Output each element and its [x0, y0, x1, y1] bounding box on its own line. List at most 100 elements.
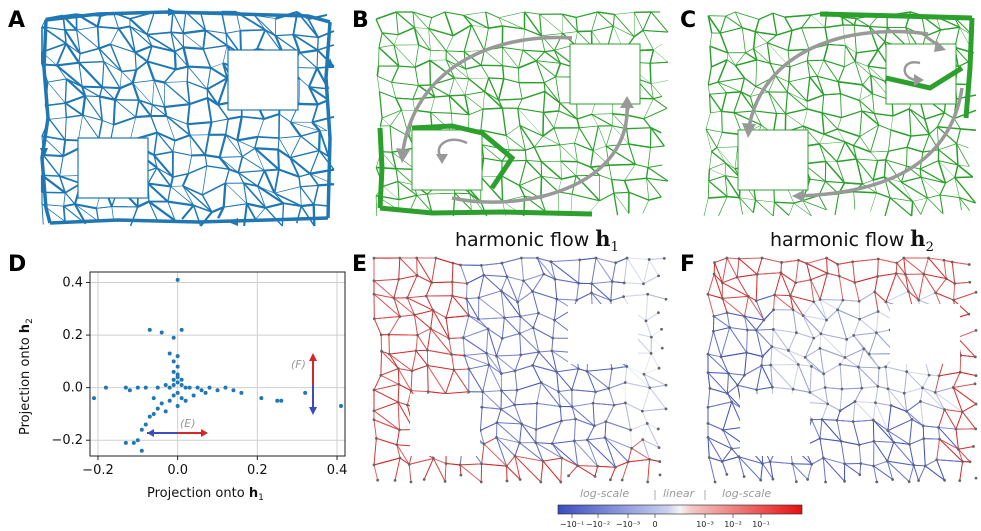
mesh-edge [138, 99, 153, 106]
mesh-edge [373, 438, 377, 465]
mesh-node [768, 460, 772, 464]
mesh-node [877, 366, 881, 370]
mesh-edge [626, 366, 651, 389]
mesh-edge [553, 50, 561, 64]
mesh-edge [591, 257, 597, 284]
mesh-edge [859, 318, 877, 334]
mesh-node [892, 440, 896, 444]
mesh-node [746, 295, 750, 298]
mesh-edge [722, 297, 745, 317]
mesh-node [518, 478, 522, 481]
mesh-edge [98, 87, 103, 97]
mesh-edge [868, 26, 886, 43]
mesh-edge [110, 124, 115, 140]
mesh-edge [463, 337, 487, 354]
mesh-edge [605, 404, 615, 422]
mesh-edge [887, 418, 913, 432]
mesh-edge [257, 186, 266, 208]
mesh-edge [202, 30, 207, 49]
mesh-edge [236, 140, 243, 157]
mesh-edge [854, 61, 871, 76]
mesh-edge [77, 115, 83, 141]
mesh-edge [129, 206, 139, 227]
mesh-edge [911, 418, 924, 427]
mesh-edge [643, 283, 649, 295]
x-tick-label: 0.0 [167, 463, 188, 478]
mesh-edge [532, 351, 540, 366]
mesh-node [974, 476, 978, 480]
mesh-edge [459, 464, 482, 483]
mesh-edge [414, 67, 419, 86]
mesh-edge [426, 193, 433, 213]
mesh-edge [64, 117, 67, 140]
mesh-edge [844, 357, 859, 368]
mesh-node [594, 390, 597, 394]
mesh-edge [318, 183, 335, 187]
mesh-edge [480, 422, 498, 431]
mesh-edge [910, 201, 914, 217]
mesh-edge [755, 319, 765, 331]
mesh-edge [839, 275, 855, 283]
mesh-edge [650, 127, 665, 147]
mesh-node [953, 282, 957, 285]
mesh-edge [576, 113, 592, 120]
mesh-edge [395, 11, 399, 35]
panel-c-strong-flow [819, 11, 975, 119]
scatter-point [171, 383, 176, 388]
mesh-node [447, 337, 451, 340]
mesh-edge [844, 141, 854, 147]
mesh-edge [519, 125, 535, 148]
mesh-edge [544, 90, 561, 104]
mesh-edge [551, 350, 579, 370]
mesh-edge [909, 438, 924, 445]
mesh-edge [840, 93, 860, 102]
mesh-edge [857, 367, 863, 389]
mesh-edge [774, 201, 790, 216]
mesh-edge [535, 442, 553, 445]
colorbar-tick-label: 10⁻³ [696, 520, 714, 529]
mesh-edge [170, 186, 194, 206]
mesh-edge [131, 69, 138, 84]
mesh-edge [540, 382, 559, 393]
mesh-node [642, 372, 646, 376]
mesh-edge [463, 11, 486, 16]
mesh-node [537, 311, 540, 315]
mesh-edge [954, 177, 977, 204]
mesh-edge [186, 104, 191, 125]
annotation-f: (F) [291, 358, 306, 371]
mesh-edge [923, 438, 940, 440]
mesh-edge [766, 34, 778, 44]
mesh-edge [597, 11, 614, 27]
mesh-edge [633, 29, 644, 38]
mesh-edge [823, 128, 838, 135]
mesh-node [769, 363, 773, 367]
mesh-edge [738, 456, 745, 477]
mesh-edge [604, 437, 616, 468]
mesh-edge [709, 92, 727, 95]
mesh-edge [839, 388, 843, 411]
mesh-edge [707, 353, 729, 374]
mesh-edge [707, 66, 713, 86]
mesh-edge [240, 29, 266, 32]
mesh-edge [432, 309, 447, 319]
mesh-edge [713, 273, 723, 284]
mesh-edge [854, 282, 860, 302]
mesh-edge [428, 17, 433, 29]
mesh-edge [920, 400, 945, 411]
mesh-node [450, 294, 454, 298]
mesh-node [943, 478, 946, 482]
mesh-edge [844, 182, 863, 185]
mesh-edge [488, 77, 504, 80]
mesh-edge [836, 158, 857, 163]
mesh-edge [480, 109, 484, 131]
mesh-edge [595, 387, 609, 393]
mesh-edge [542, 460, 562, 483]
mesh-edge [870, 75, 874, 94]
panel-f-hole-2 [740, 394, 810, 456]
mesh-edge [543, 76, 556, 84]
mesh-edge [739, 197, 756, 201]
mesh-edge [373, 278, 399, 282]
mesh-node [550, 442, 554, 446]
mesh-node [755, 388, 759, 392]
mesh-edge [375, 11, 397, 20]
